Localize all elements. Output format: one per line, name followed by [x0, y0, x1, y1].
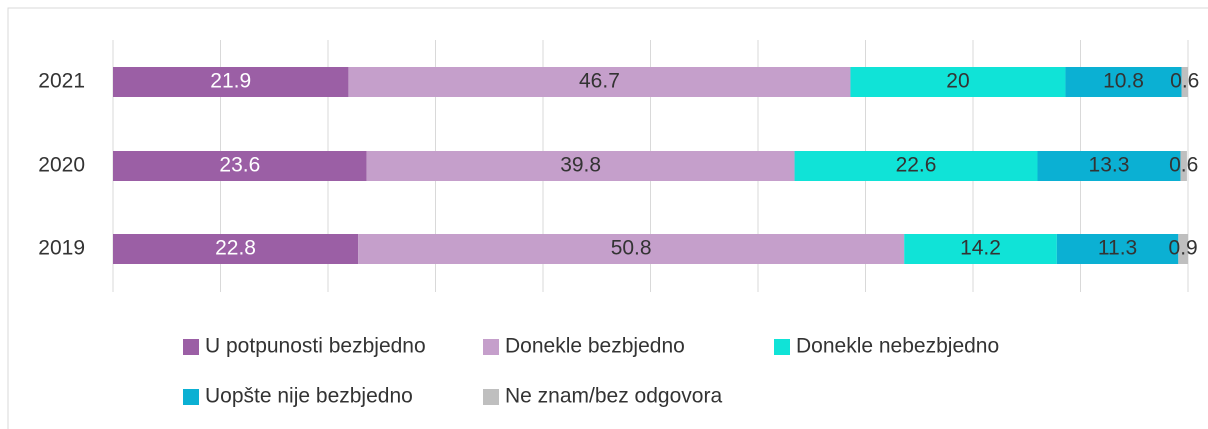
- bar-segment: [904, 234, 1057, 264]
- legend-label: Donekle nebezbjedno: [796, 335, 999, 358]
- bar-segment: [1065, 67, 1182, 97]
- bar-segment: [1178, 234, 1188, 264]
- data-label: 13.3: [1089, 154, 1130, 177]
- data-label: 22.6: [896, 154, 937, 177]
- bar-segment: [358, 234, 905, 264]
- data-label: 0.6: [1170, 70, 1199, 93]
- legend-label: Donekle bezbjedno: [505, 335, 685, 358]
- data-label: 39.8: [560, 154, 601, 177]
- bar-segment: [794, 151, 1038, 181]
- bar-segment: [366, 151, 795, 181]
- bar-segment: [1037, 151, 1181, 181]
- bar-segment: [1056, 234, 1179, 264]
- legend-swatch: [774, 339, 790, 355]
- data-label: 21.9: [210, 70, 251, 93]
- data-label: 14.2: [960, 237, 1001, 260]
- data-label: 0.6: [1169, 154, 1198, 177]
- chart-frame: [7, 7, 1208, 429]
- data-label: 22.8: [215, 237, 256, 260]
- data-label: 50.8: [611, 237, 652, 260]
- legend-label: Uopšte nije bezbjedno: [205, 385, 413, 408]
- data-label: 11.3: [1098, 237, 1137, 260]
- y-tick-label: 2021: [38, 70, 85, 93]
- bar-segment: [1180, 151, 1187, 181]
- data-label: 10.8: [1103, 70, 1144, 93]
- legend-swatch: [483, 339, 499, 355]
- bar-segment: [850, 67, 1066, 97]
- bar-segment: [113, 234, 359, 264]
- legend-swatch: [183, 389, 199, 405]
- bar-segment: [113, 67, 349, 97]
- data-label: 23.6: [219, 154, 260, 177]
- bar-segment: [113, 151, 367, 181]
- legend-swatch: [483, 389, 499, 405]
- y-tick-label: 2020: [38, 154, 85, 177]
- legend-label: Ne znam/bez odgovora: [505, 385, 722, 408]
- legend-swatch: [183, 339, 199, 355]
- y-tick-label: 2019: [38, 237, 85, 260]
- legend-label: U potpunosti bezbjedno: [205, 335, 426, 358]
- bar-segment: [1181, 67, 1188, 97]
- data-label: 46.7: [579, 70, 620, 93]
- data-label: 20: [946, 70, 969, 93]
- bar-segment: [348, 67, 851, 97]
- data-label: 0.9: [1169, 237, 1198, 260]
